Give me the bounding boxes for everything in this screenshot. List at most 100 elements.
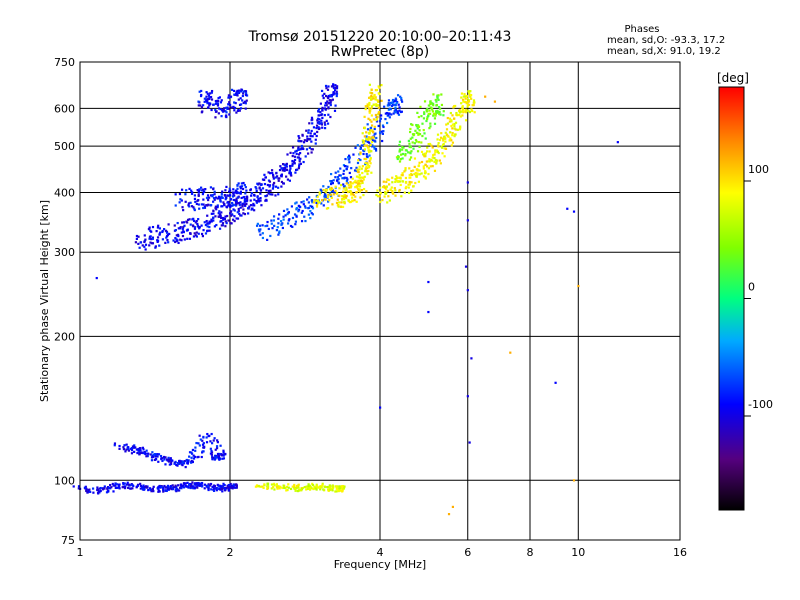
data-point [330,196,333,199]
data-point [272,183,275,186]
data-point [195,441,198,445]
data-point [436,133,440,136]
data-point [472,103,475,107]
data-point [456,114,459,117]
data-point [426,150,429,153]
data-point [416,124,420,127]
data-point [349,183,352,186]
data-point [252,202,255,206]
data-point [275,229,279,232]
data-point [280,223,283,226]
data-point [171,488,175,491]
data-point [215,223,218,227]
data-point [328,192,331,195]
data-point [354,195,357,198]
data-point [212,188,215,191]
data-point [391,176,394,179]
data-point [141,488,145,491]
data-point [311,118,314,121]
data-point [422,175,426,178]
data-point [288,164,292,168]
data-point [148,487,151,490]
data-point [228,205,231,208]
data-point [261,232,264,235]
data-point [270,219,273,222]
data-point [383,105,386,108]
data-point [250,192,253,195]
data-point [321,199,324,202]
data-point [282,182,285,185]
data-point [210,218,213,221]
data-point [324,101,327,105]
data-point [323,192,327,196]
data-point [319,488,322,491]
data-point [253,194,256,197]
data-point [355,169,358,173]
data-point [374,96,377,99]
data-point [412,147,415,150]
data-point [429,106,432,109]
data-point [356,186,359,189]
data-point [460,96,463,99]
data-point [361,171,364,175]
data-point [358,165,361,168]
data-point [213,198,216,201]
data-point [387,114,390,117]
data-point [286,208,289,211]
data-point [362,176,365,179]
data-point [449,131,452,134]
data-point [287,486,290,489]
data-point [324,94,328,98]
data-point [185,485,188,488]
data-point [291,216,295,220]
data-point [211,193,214,197]
data-point [306,135,309,138]
data-point [349,176,353,179]
data-point [398,106,401,109]
data-point [342,487,346,490]
data-point [239,201,242,204]
data-point [266,485,269,488]
data-point [269,189,272,192]
data-point [433,112,436,115]
data-point [216,441,219,444]
data-point [466,97,469,100]
data-point [333,109,337,112]
data-point [235,483,238,486]
data-point [423,172,427,175]
data-point [442,142,445,146]
data-point [363,135,366,138]
data-point [294,223,297,226]
data-point [307,129,310,132]
data-point [203,221,206,224]
data-point [429,100,432,103]
data-point [165,458,169,461]
data-point [236,187,239,190]
data-point [290,205,294,208]
data-point [420,115,423,118]
data-point [208,434,211,437]
data-point [305,129,308,132]
data-point [220,216,223,220]
data-point [202,198,205,201]
data-point [309,209,312,213]
data-point [370,114,373,117]
data-point [391,101,394,104]
data-point [297,208,301,211]
data-point [181,228,184,231]
data-point [86,491,89,494]
data-point [95,276,98,280]
data-point [310,212,313,215]
data-point [205,219,208,223]
data-point [312,487,315,491]
data-point [272,177,275,180]
data-point [200,89,203,93]
data-point [470,108,473,111]
data-point [300,144,304,148]
data-point [259,199,262,202]
data-point [270,169,274,172]
data-point [139,241,143,244]
data-point [196,456,199,459]
data-point [370,92,373,95]
